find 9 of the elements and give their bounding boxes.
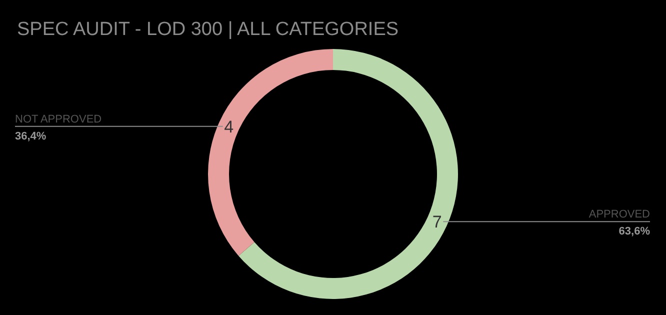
data-label: 7 [432,212,442,232]
text: 63,6% [618,226,650,238]
chart-title: SPEC AUDIT - LOD 300 | ALL CATEGORIES [17,19,399,40]
donut-slice [208,49,333,256]
donut-slice [238,49,458,299]
slice-label: APPROVED [588,208,650,221]
data-label: 4 [224,117,234,136]
slice-label: NOT APPROVED [15,113,102,126]
text: 36,4% [15,130,46,142]
